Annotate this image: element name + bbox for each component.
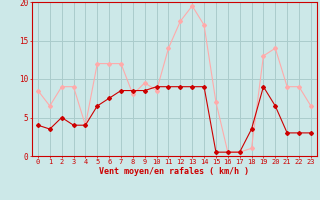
X-axis label: Vent moyen/en rafales ( km/h ): Vent moyen/en rafales ( km/h ) [100,167,249,176]
